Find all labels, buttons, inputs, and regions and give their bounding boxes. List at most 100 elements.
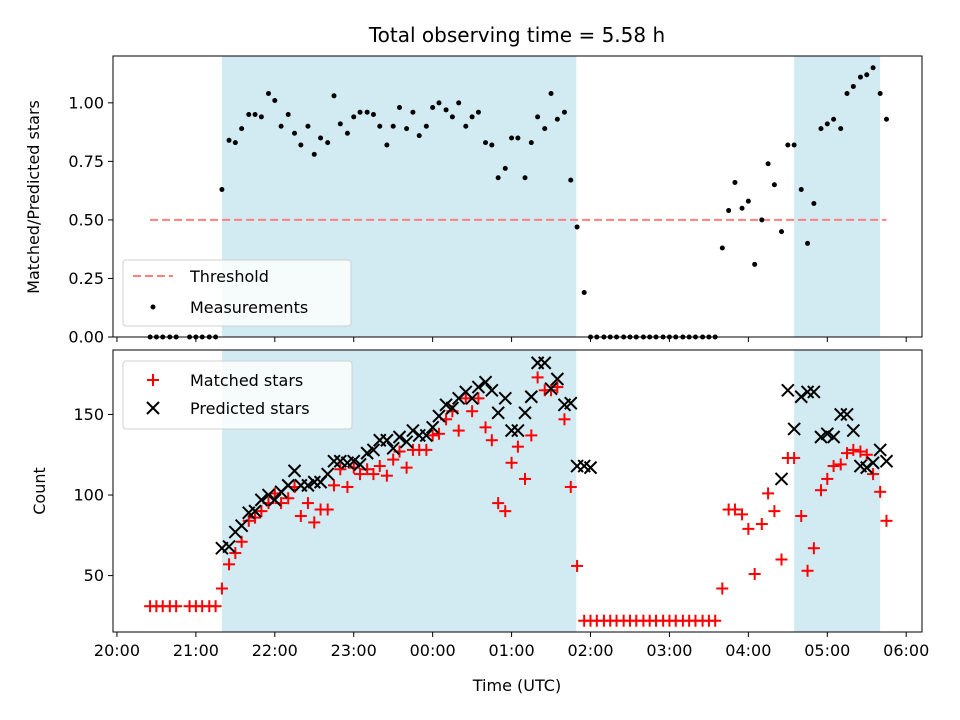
y-tick-label: 0.00 xyxy=(68,328,104,347)
predicted-star-point xyxy=(478,375,493,389)
predicted-star-point xyxy=(504,423,519,438)
measurement-point xyxy=(838,126,844,132)
legend-threshold-label: Threshold xyxy=(189,267,269,286)
top-y-axis: 0.00 0.25 0.50 0.75 1.00 xyxy=(68,93,113,347)
predicted-star-point xyxy=(360,446,374,460)
legend-predicted-label: Predicted stars xyxy=(190,399,310,418)
predicted-star-point xyxy=(287,464,302,478)
measurement-point xyxy=(469,114,475,120)
matched-star-point xyxy=(775,553,788,566)
measurement-point xyxy=(759,217,765,223)
legend-predicted-swatch xyxy=(146,401,160,415)
measurement-point xyxy=(495,175,501,181)
bottom-x-axis: 20:00 21:00 22:00 23:00 00:00 01:00 02:00 03:00… xyxy=(94,632,929,660)
measurement-point xyxy=(771,182,777,188)
measurement-point xyxy=(258,114,264,120)
matched-star-point xyxy=(518,472,531,485)
matched-star-point xyxy=(294,509,307,522)
predicted-star-point xyxy=(301,478,315,493)
x-tick-label: 00:00 xyxy=(410,641,456,660)
measurement-point xyxy=(844,90,850,96)
legend-matched-swatch xyxy=(147,374,159,386)
measurement-point xyxy=(318,135,324,141)
measurement-point xyxy=(397,105,403,111)
predicted-star-point xyxy=(879,454,894,468)
measurement-point xyxy=(430,105,436,111)
predicted-star-point xyxy=(518,406,532,420)
matched-star-point xyxy=(531,371,544,384)
matched-star-point xyxy=(308,516,321,529)
matched-star-point xyxy=(229,547,242,560)
measurement-point xyxy=(791,142,797,148)
predicted-star-point xyxy=(347,454,361,468)
matched-star-point xyxy=(748,567,761,580)
measurement-point xyxy=(818,126,824,132)
predicted-star-point xyxy=(491,406,505,420)
measurement-point xyxy=(489,142,495,148)
predicted-star-point xyxy=(439,398,453,412)
bottom-axes-frame xyxy=(112,349,923,633)
matched-star-point xyxy=(380,469,393,482)
predicted-star-point xyxy=(281,478,295,493)
measurement-point xyxy=(292,130,298,136)
measurement-point xyxy=(561,109,567,115)
matched-star-point xyxy=(762,487,775,500)
measurement-point xyxy=(528,140,534,146)
measurement-point xyxy=(364,109,370,115)
y-tick-label: 1.00 xyxy=(68,93,104,112)
matched-star-point xyxy=(736,508,749,521)
matched-star-point xyxy=(742,522,755,535)
predicted-star-point xyxy=(564,396,578,410)
measurement-point xyxy=(483,140,489,146)
predicted-star-point xyxy=(538,356,552,370)
y-tick-label: 50 xyxy=(84,566,104,585)
measurement-point xyxy=(739,205,745,211)
predicted-star-point xyxy=(222,539,236,554)
predicted-star-point xyxy=(787,422,801,436)
matched-star-point xyxy=(301,497,314,510)
matched-star-point xyxy=(249,511,262,524)
bottom-plot-area xyxy=(144,356,894,627)
matched-star-point xyxy=(367,468,380,481)
matched-star-point xyxy=(420,443,433,456)
top-axes-frame xyxy=(112,55,923,338)
measurement-point xyxy=(515,135,521,141)
matched-star-point xyxy=(545,384,558,397)
measurement-point xyxy=(443,107,449,113)
matched-star-point xyxy=(558,413,571,426)
measurement-point xyxy=(805,240,811,246)
matched-star-point xyxy=(525,429,538,442)
matched-star-point xyxy=(361,463,374,476)
x-tick-label: 06:00 xyxy=(883,641,929,660)
matched-star-point xyxy=(709,614,722,627)
measurement-point xyxy=(752,261,758,267)
measurement-point xyxy=(351,114,357,120)
matched-star-point xyxy=(847,443,860,456)
predicted-star-point xyxy=(268,493,282,507)
top-legend: Threshold Measurements xyxy=(122,259,352,327)
measurement-point xyxy=(265,90,271,96)
matched-star-point xyxy=(728,503,741,516)
measurement-point xyxy=(785,142,791,148)
measurement-point xyxy=(535,114,541,120)
measurement-point xyxy=(449,114,455,120)
measurement-point xyxy=(509,135,515,141)
matched-star-point xyxy=(387,453,400,466)
matched-star-point xyxy=(814,484,827,497)
predicted-star-point xyxy=(544,381,558,396)
measurement-point xyxy=(416,133,422,139)
predicted-star-point xyxy=(550,372,565,386)
matched-star-point xyxy=(860,448,873,461)
predicted-star-point xyxy=(425,420,440,435)
predicted-star-point xyxy=(800,385,815,399)
predicted-star-point xyxy=(860,460,874,475)
predicted-star-point xyxy=(807,385,821,399)
top-x-ticks xyxy=(116,337,907,342)
matched-star-point xyxy=(209,600,222,613)
predicted-star-point xyxy=(248,504,262,518)
matched-star-point xyxy=(170,600,183,613)
matched-star-point xyxy=(821,472,834,485)
matched-star-point xyxy=(867,468,880,481)
measurement-point xyxy=(370,112,376,118)
bottom-legend: Matched stars Predicted stars xyxy=(122,360,353,430)
